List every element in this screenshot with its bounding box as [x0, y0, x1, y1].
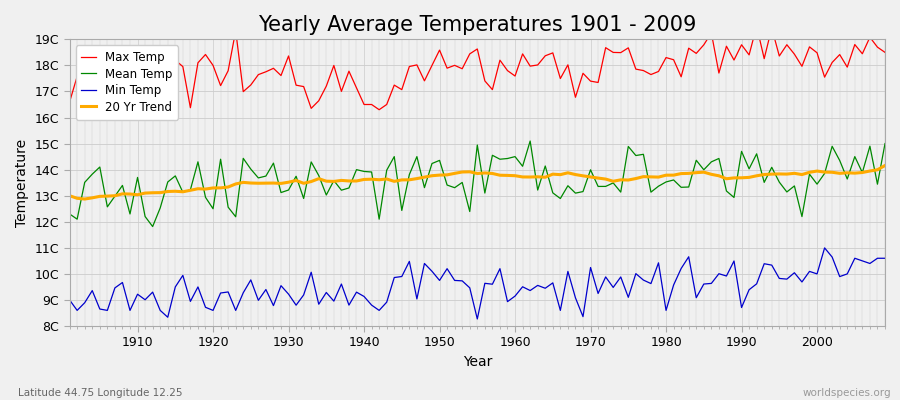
20 Yr Trend [132, 192, 143, 197]
Mean Temp [148, 224, 158, 229]
Min Temp [64, 298, 75, 302]
20 Yr Trend [879, 163, 890, 168]
Mean Temp [124, 212, 135, 216]
Max Temp [608, 50, 618, 55]
Min Temp [879, 256, 890, 261]
Line: Mean Temp: Mean Temp [69, 141, 885, 226]
Text: worldspecies.org: worldspecies.org [803, 388, 891, 398]
Max Temp [374, 107, 384, 112]
Min Temp [518, 284, 528, 289]
Min Temp [291, 303, 302, 308]
20 Yr Trend [298, 181, 309, 186]
Max Temp [509, 74, 520, 78]
Min Temp [509, 294, 520, 298]
Max Temp [336, 89, 346, 94]
Max Temp [879, 50, 890, 55]
Max Temp [291, 83, 302, 88]
Min Temp [336, 282, 346, 286]
Min Temp [124, 308, 135, 313]
20 Yr Trend [64, 193, 75, 198]
Legend: Max Temp, Mean Temp, Min Temp, 20 Yr Trend: Max Temp, Mean Temp, Min Temp, 20 Yr Tre… [76, 45, 178, 120]
20 Yr Trend [509, 173, 520, 178]
20 Yr Trend [608, 179, 618, 184]
Max Temp [64, 100, 75, 104]
Y-axis label: Temperature: Temperature [15, 139, 29, 227]
20 Yr Trend [518, 174, 528, 179]
Min Temp [819, 246, 830, 250]
Title: Yearly Average Temperatures 1901 - 2009: Yearly Average Temperatures 1901 - 2009 [258, 15, 697, 35]
Max Temp [124, 94, 135, 99]
Min Temp [472, 316, 482, 321]
Mean Temp [879, 141, 890, 146]
Line: Max Temp: Max Temp [69, 26, 885, 110]
Max Temp [518, 52, 528, 56]
Min Temp [608, 285, 618, 290]
Line: Min Temp: Min Temp [69, 248, 885, 319]
Mean Temp [525, 139, 535, 144]
X-axis label: Year: Year [463, 355, 492, 369]
Mean Temp [298, 196, 309, 201]
20 Yr Trend [79, 197, 90, 202]
Mean Temp [64, 212, 75, 216]
Max Temp [752, 24, 762, 28]
Mean Temp [509, 154, 520, 159]
Mean Temp [344, 186, 355, 190]
Text: Latitude 44.75 Longitude 12.25: Latitude 44.75 Longitude 12.25 [18, 388, 183, 398]
Line: 20 Yr Trend: 20 Yr Trend [69, 166, 885, 199]
20 Yr Trend [344, 178, 355, 183]
Mean Temp [518, 164, 528, 169]
Mean Temp [616, 190, 626, 194]
